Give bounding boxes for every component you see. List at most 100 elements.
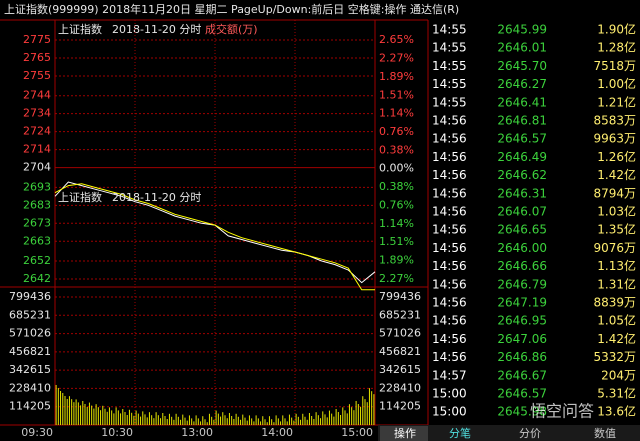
trade-price: 2646.86 bbox=[497, 350, 547, 364]
tab[interactable]: 数值 bbox=[594, 427, 616, 440]
trade-time: 14:56 bbox=[432, 296, 467, 310]
volume-tick-label-right: 228410 bbox=[379, 381, 421, 394]
y2-tick-label: 2.65% bbox=[379, 33, 414, 46]
y2-tick-label: 1.14% bbox=[379, 106, 414, 119]
trade-time: 14:55 bbox=[432, 77, 467, 91]
tab-active bbox=[380, 426, 428, 441]
volume-tick-label: 799436 bbox=[9, 290, 51, 303]
trade-price: 2645.99 bbox=[497, 23, 547, 37]
volume-tick-label: 114205 bbox=[9, 400, 51, 413]
y-tick-label: 2744 bbox=[23, 89, 51, 102]
trade-volume: 8794万 bbox=[593, 186, 636, 200]
y2-tick-label: 1.89% bbox=[379, 70, 414, 83]
tab[interactable]: 分价 bbox=[519, 427, 541, 440]
tab[interactable]: 分笔 bbox=[449, 426, 471, 440]
legend-title: 上证指数 bbox=[58, 190, 102, 204]
volume-tick-label-right: 799436 bbox=[379, 290, 421, 303]
trade-price: 2647.06 bbox=[497, 332, 547, 346]
y-tick-label: 2724 bbox=[23, 125, 51, 138]
trade-time: 14:55 bbox=[432, 23, 467, 37]
trade-price: 2647.19 bbox=[497, 296, 547, 310]
trade-volume: 9963万 bbox=[593, 132, 636, 146]
volume-tick-label-right: 685231 bbox=[379, 308, 421, 321]
trade-table: 14:55 2645.99 1.90亿 14:55 2646.01 1.28亿 14:55 2… bbox=[432, 22, 636, 419]
y2-tick-label: 1.51% bbox=[379, 235, 414, 248]
y-tick-label: 2765 bbox=[23, 51, 51, 64]
y-tick-label: 2755 bbox=[23, 69, 51, 82]
y2-tick-label: 0.76% bbox=[379, 199, 414, 212]
plot: 2775 2.65% 2765 2.27% 2755 1.89% 2744 1.51% 2734… bbox=[9, 20, 421, 439]
x-tick-label: 15:00 bbox=[341, 426, 373, 439]
trade-volume: 1.21亿 bbox=[597, 94, 636, 109]
trade-volume: 1.26亿 bbox=[597, 149, 636, 164]
y2-tick-label: 1.14% bbox=[379, 217, 414, 230]
trade-time: 14:55 bbox=[432, 95, 467, 109]
trade-time: 14:57 bbox=[432, 368, 467, 382]
trade-volume: 1.42亿 bbox=[597, 167, 636, 182]
volume-tick-label: 571026 bbox=[9, 327, 51, 340]
trade-volume: 1.35亿 bbox=[597, 222, 636, 237]
trade-volume: 8839万 bbox=[593, 296, 636, 310]
trade-volume: 13.6亿 bbox=[597, 404, 636, 419]
volume-tick-label: 685231 bbox=[9, 308, 51, 321]
trade-time: 14:56 bbox=[432, 132, 467, 146]
trade-time: 14:55 bbox=[432, 41, 467, 55]
trade-price: 2646.27 bbox=[497, 77, 547, 91]
trade-price: 2646.41 bbox=[497, 95, 547, 109]
title-bar bbox=[0, 0, 640, 20]
trade-price: 2646.31 bbox=[497, 186, 547, 200]
y2-tick-label: 0.38% bbox=[379, 180, 414, 193]
trade-price: 2646.66 bbox=[497, 259, 547, 273]
trade-price: 2646.67 bbox=[497, 368, 547, 382]
trade-volume: 8583万 bbox=[593, 114, 636, 128]
volume-tick-label: 342615 bbox=[9, 363, 51, 376]
x-tick-label: 10:30 bbox=[101, 426, 133, 439]
chart-title: 上证指数 bbox=[58, 22, 102, 36]
y-tick-label: 2734 bbox=[23, 107, 51, 120]
trade-time: 14:56 bbox=[432, 186, 467, 200]
y2-tick-label: 2.27% bbox=[379, 272, 414, 285]
trade-price: 2645.98 bbox=[497, 405, 547, 419]
trade-volume: 1.00亿 bbox=[597, 76, 636, 91]
trade-price: 2646.62 bbox=[497, 168, 547, 182]
y2-tick-label: 0.38% bbox=[379, 143, 414, 156]
trade-price: 2646.57 bbox=[497, 387, 547, 401]
trade-time: 15:00 bbox=[432, 387, 467, 401]
y-tick-label: 2704 bbox=[23, 161, 51, 174]
trade-time: 15:00 bbox=[432, 405, 467, 419]
trade-volume: 1.90亿 bbox=[597, 22, 636, 37]
trade-price: 2646.57 bbox=[497, 132, 547, 146]
y2-tick-label: 0.00% bbox=[379, 162, 414, 175]
y2-tick-label: 0.76% bbox=[379, 125, 414, 138]
trade-volume: 5332万 bbox=[593, 350, 636, 364]
trade-volume: 1.13亿 bbox=[597, 258, 636, 273]
amount-label: 成交额(万) bbox=[205, 22, 258, 36]
trade-price: 2645.70 bbox=[497, 59, 547, 73]
window-title: 上证指数(999999) 2018年11月20日 星期二 PageUp/Down… bbox=[4, 2, 459, 16]
y-tick-label: 2652 bbox=[23, 254, 51, 267]
trade-time: 14:56 bbox=[432, 241, 467, 255]
tab[interactable]: 操作 bbox=[394, 426, 416, 440]
y-tick-label: 2673 bbox=[23, 216, 51, 229]
x-tick-label: 13:00 bbox=[181, 426, 213, 439]
y-tick-label: 2693 bbox=[23, 180, 51, 193]
trade-time: 14:56 bbox=[432, 205, 467, 219]
trade-time: 14:56 bbox=[432, 314, 467, 328]
trade-time: 14:56 bbox=[432, 350, 467, 364]
trade-price: 2646.81 bbox=[497, 114, 547, 128]
volume-tick-label-right: 342615 bbox=[379, 363, 421, 376]
trade-price: 2646.01 bbox=[497, 41, 547, 55]
trade-time: 14:56 bbox=[432, 168, 467, 182]
trade-volume: 1.28亿 bbox=[597, 40, 636, 55]
trade-time: 14:56 bbox=[432, 277, 467, 291]
trade-volume: 204万 bbox=[601, 368, 636, 382]
tabs: 操作 分笔 分价 数值 bbox=[380, 426, 616, 441]
trade-volume: 9076万 bbox=[593, 241, 636, 255]
y2-tick-label: 2.27% bbox=[379, 51, 414, 64]
y2-tick-label: 1.51% bbox=[379, 88, 414, 101]
volume-tick-label-right: 456821 bbox=[379, 345, 421, 358]
trade-time: 14:56 bbox=[432, 223, 467, 237]
trade-time: 14:56 bbox=[432, 259, 467, 273]
price-line bbox=[54, 183, 375, 291]
